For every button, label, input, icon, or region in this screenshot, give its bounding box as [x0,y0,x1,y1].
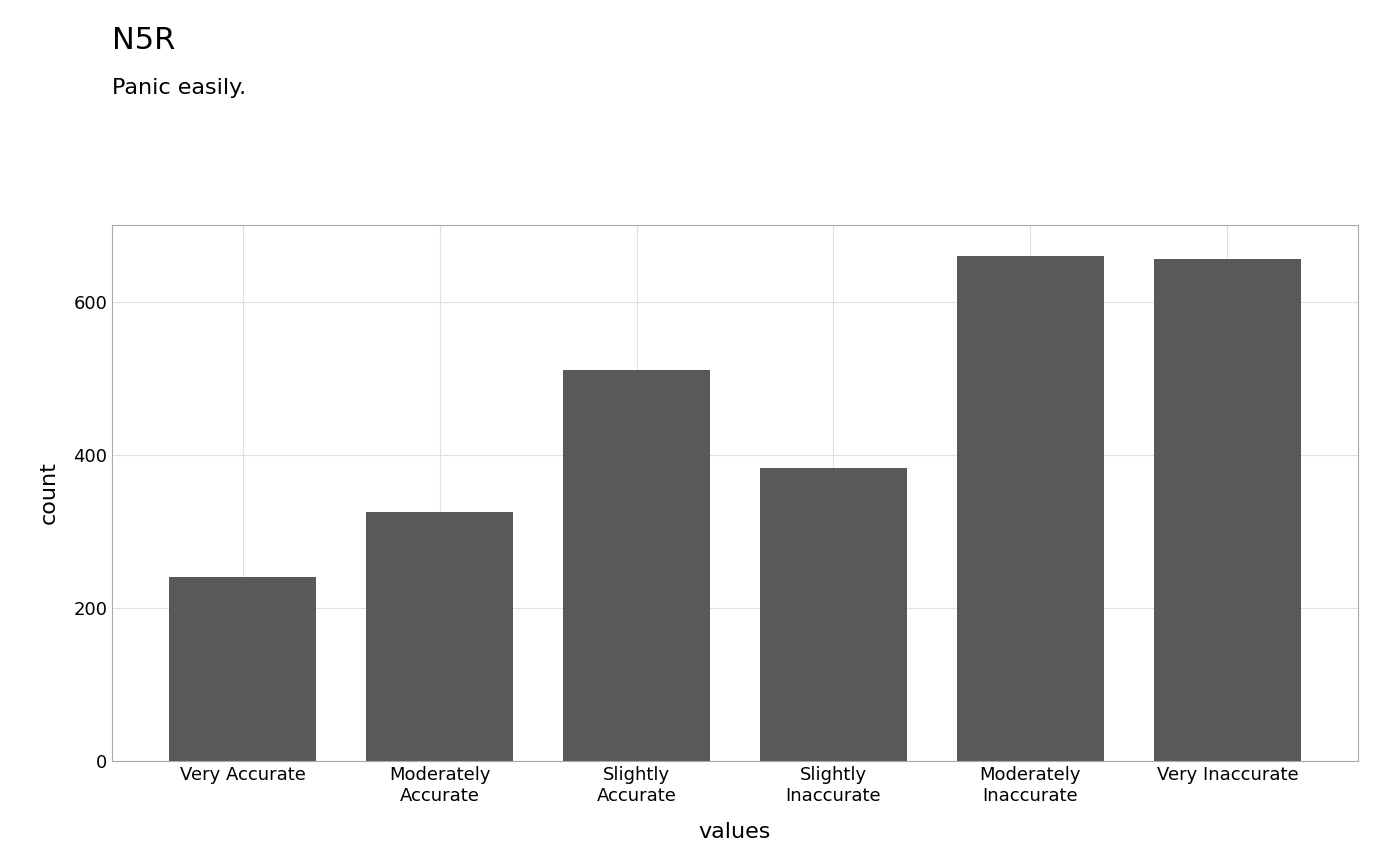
X-axis label: values: values [699,822,771,842]
Bar [956,255,1105,761]
Bar [1154,260,1302,761]
Text: N5R: N5R [112,26,175,55]
Bar [563,370,710,761]
Text: Panic easily.: Panic easily. [112,78,246,98]
Bar [365,512,514,761]
Bar [760,468,907,761]
Bar [168,577,316,761]
Y-axis label: count: count [39,462,59,524]
